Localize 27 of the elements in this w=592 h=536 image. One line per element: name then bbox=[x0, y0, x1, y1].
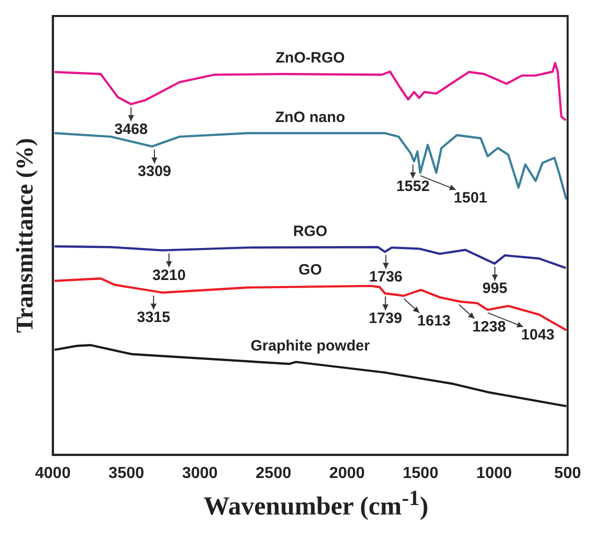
annotation: 3309 bbox=[138, 163, 172, 180]
series-label: ZnO nano bbox=[275, 108, 346, 126]
annotation: 1613 bbox=[417, 312, 451, 330]
x-tick-label: 3500 bbox=[108, 464, 144, 482]
annotation: 1552 bbox=[396, 178, 430, 195]
annotation: 3468 bbox=[114, 120, 148, 138]
x-tick-label: 1500 bbox=[402, 464, 438, 482]
x-axis-title: Wavenumber (cm$^{-1}$) bbox=[202, 486, 430, 522]
annotation: 3315 bbox=[136, 309, 170, 326]
annotation: 1736 bbox=[369, 268, 403, 286]
x-tick-label: 4000 bbox=[35, 464, 71, 482]
x-tick-label: 2500 bbox=[256, 464, 292, 482]
annotation: 1501 bbox=[454, 189, 488, 206]
x-tick-label: 3000 bbox=[182, 464, 218, 482]
series-label: Graphite powder bbox=[250, 338, 370, 355]
y-axis-title: Transmittance (%) bbox=[12, 138, 39, 333]
annotation: 3210 bbox=[152, 266, 186, 284]
annotation: 1739 bbox=[368, 310, 402, 328]
x-tick-label: 1000 bbox=[476, 464, 512, 482]
series-label: GO bbox=[298, 262, 322, 279]
x-tick-label: 500 bbox=[554, 464, 582, 482]
annotation: 1043 bbox=[521, 326, 555, 344]
x-tick-label: 2000 bbox=[329, 464, 365, 482]
series-label: RGO bbox=[293, 223, 328, 240]
annotation: 1238 bbox=[472, 318, 506, 336]
series-label: ZnO-RGO bbox=[276, 50, 346, 67]
annotation: 995 bbox=[482, 280, 508, 298]
